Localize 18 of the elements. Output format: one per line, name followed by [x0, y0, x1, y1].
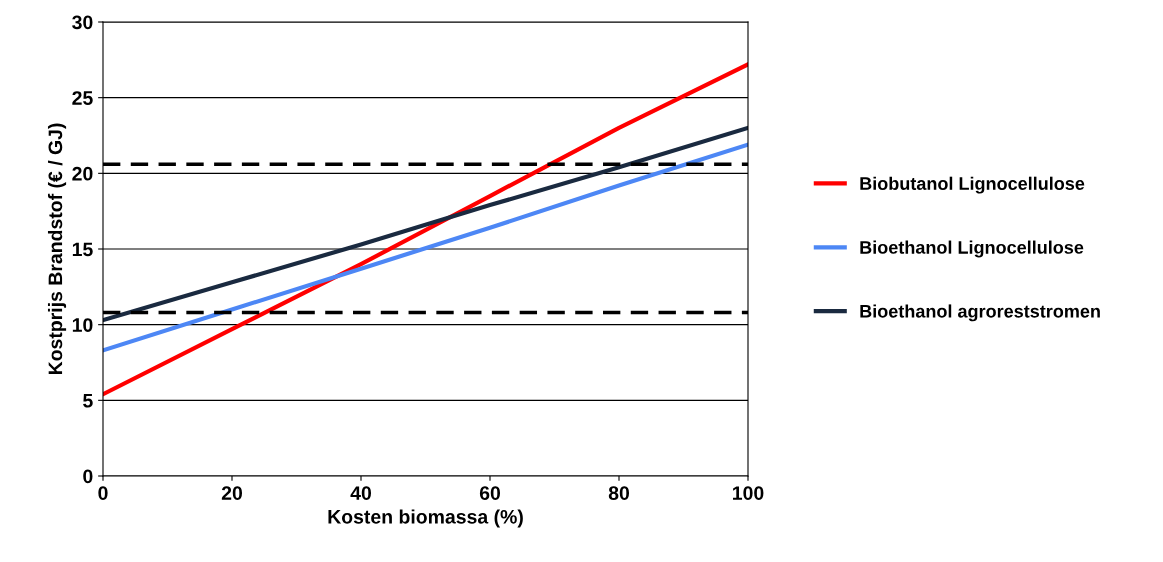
x-tick-label: 20: [221, 486, 243, 500]
y-axis-title: Kostprijs Brandstof (€ / GJ): [47, 123, 67, 375]
legend-label: Bioethanol agroreststromen: [860, 304, 1100, 322]
y-tick-label: 20: [72, 166, 93, 181]
x-axis-title: Kosten biomassa (%): [328, 509, 523, 528]
legend-label: Bioethanol Lignocellulose: [860, 240, 1084, 258]
y-tick-label: 5: [83, 394, 93, 408]
x-tick-label: 80: [608, 486, 630, 500]
y-tick-label: 0: [83, 469, 93, 484]
y-tick-label: 25: [72, 91, 93, 105]
x-tick-label: 60: [479, 486, 501, 500]
y-tick-label: 15: [72, 242, 93, 257]
y-tick-label: 30: [72, 15, 93, 30]
x-tick-label: 40: [350, 486, 372, 500]
y-tick-label: 10: [72, 318, 93, 332]
legend-label: Biobutanol Lignocellulose: [860, 176, 1085, 194]
x-tick-label: 0: [98, 486, 108, 500]
x-tick-label: 100: [733, 486, 764, 500]
